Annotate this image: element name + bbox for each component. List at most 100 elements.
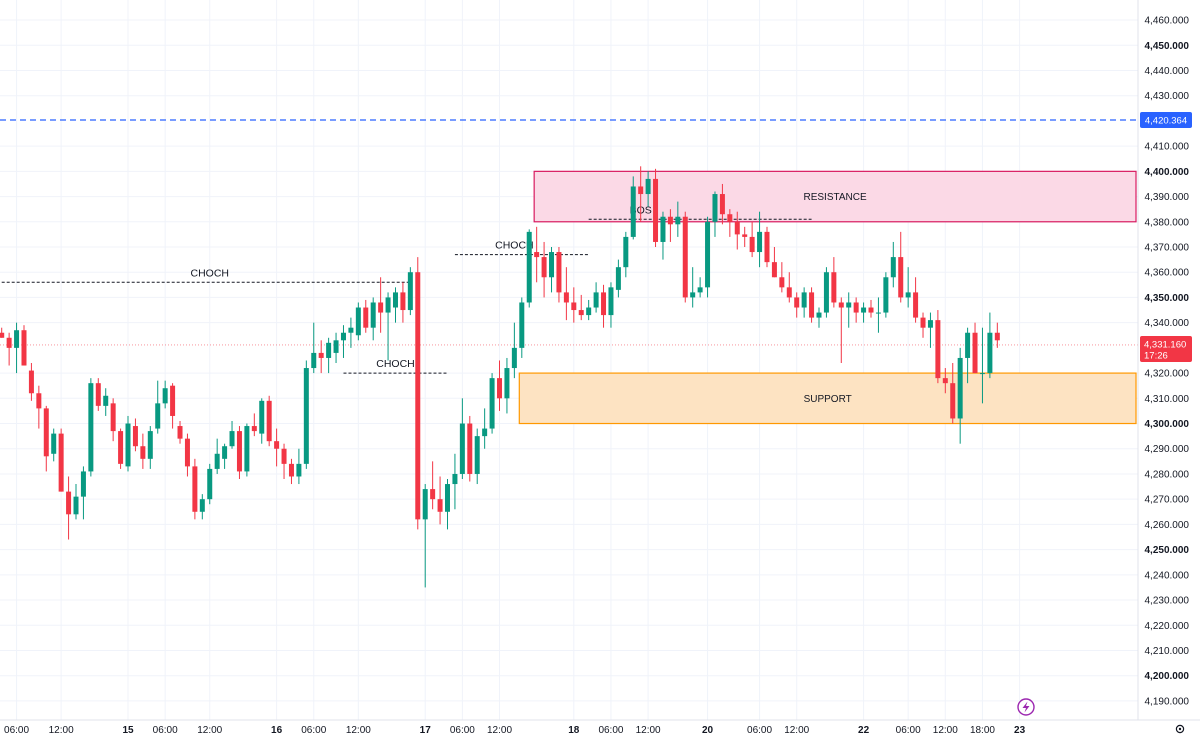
candle-body bbox=[749, 236, 755, 253]
candle bbox=[132, 418, 138, 452]
settings-gear-icon[interactable] bbox=[1175, 724, 1185, 734]
candle-body bbox=[43, 408, 49, 457]
candle bbox=[43, 405, 49, 472]
candle-body bbox=[734, 221, 740, 235]
candle bbox=[875, 297, 881, 333]
candle-body bbox=[519, 302, 525, 348]
candle-body bbox=[244, 426, 250, 472]
candle bbox=[823, 267, 829, 318]
candle bbox=[957, 347, 963, 444]
candle bbox=[318, 340, 324, 374]
candle-body bbox=[110, 403, 116, 432]
candle-body bbox=[965, 332, 971, 358]
candle bbox=[110, 398, 116, 442]
candle-body bbox=[890, 257, 896, 278]
candle bbox=[155, 380, 161, 434]
candle-body bbox=[28, 370, 34, 394]
candle bbox=[541, 241, 547, 298]
candle-body bbox=[445, 484, 450, 512]
choch-1-label: CHOCH bbox=[190, 267, 229, 279]
candle-body bbox=[184, 438, 190, 467]
candle bbox=[170, 383, 176, 429]
candle-body bbox=[51, 433, 57, 454]
candle-body bbox=[0, 332, 5, 338]
candle bbox=[608, 282, 614, 328]
candle-body bbox=[957, 357, 963, 419]
candle bbox=[259, 398, 265, 444]
candle-body bbox=[846, 302, 852, 308]
candle-body bbox=[340, 332, 346, 341]
candle bbox=[0, 327, 5, 338]
x-tick-label: 12:00 bbox=[933, 725, 958, 736]
candle bbox=[474, 428, 480, 485]
candle-body bbox=[207, 468, 213, 500]
candle-body bbox=[103, 395, 109, 406]
candle-body bbox=[482, 428, 488, 437]
candle-body bbox=[593, 292, 599, 308]
candle bbox=[311, 322, 317, 374]
candle bbox=[244, 423, 250, 477]
candle bbox=[333, 332, 339, 363]
candle-body bbox=[73, 496, 79, 515]
y-tick-label: 4,460.000 bbox=[1145, 16, 1190, 27]
candle bbox=[779, 262, 785, 293]
candle-body bbox=[823, 272, 829, 313]
candle bbox=[786, 272, 792, 303]
candle bbox=[340, 325, 346, 358]
candle-body bbox=[14, 330, 20, 348]
candle bbox=[868, 299, 874, 318]
candle bbox=[58, 428, 64, 492]
candle bbox=[645, 171, 651, 207]
y-tick-label: 4,200.000 bbox=[1145, 671, 1190, 682]
y-tick-label: 4,390.000 bbox=[1145, 192, 1190, 203]
candle bbox=[556, 247, 562, 303]
candle bbox=[415, 257, 421, 530]
candle-body bbox=[987, 332, 993, 374]
candle-body bbox=[786, 287, 792, 298]
candle-body bbox=[385, 297, 391, 313]
candle bbox=[861, 302, 867, 323]
candle-body bbox=[697, 287, 703, 293]
support-zone[interactable] bbox=[518, 372, 1137, 425]
candle bbox=[199, 494, 205, 520]
candle bbox=[88, 378, 94, 477]
candle-body bbox=[994, 332, 1000, 341]
candle bbox=[118, 428, 124, 469]
candle-body bbox=[831, 272, 837, 303]
candle bbox=[80, 466, 86, 520]
candle-body bbox=[742, 234, 748, 237]
candle bbox=[378, 277, 384, 333]
candle bbox=[207, 463, 213, 505]
candle-body bbox=[199, 499, 205, 512]
candle bbox=[407, 267, 413, 316]
time-axis[interactable]: 06:00 12:00 15 06:00 12:00 16 06:00 12:00 17 06:0… bbox=[4, 725, 1026, 736]
candle bbox=[452, 453, 458, 510]
y-tick-label: 4,430.000 bbox=[1145, 91, 1190, 102]
candle bbox=[727, 209, 733, 237]
candle-body bbox=[816, 312, 822, 318]
candle-body bbox=[853, 302, 859, 313]
candle bbox=[578, 294, 584, 321]
candle bbox=[21, 325, 27, 366]
candle-body bbox=[88, 383, 94, 472]
lightning-icon[interactable] bbox=[1017, 698, 1035, 716]
price-axis[interactable]: 4,460.000 4,450.000 4,440.000 4,430.000 4,41… bbox=[1145, 16, 1190, 708]
candle bbox=[719, 183, 725, 225]
candle-body bbox=[95, 383, 101, 406]
candle-body bbox=[511, 347, 517, 369]
candle bbox=[838, 297, 844, 363]
candle bbox=[147, 426, 153, 469]
candle-body bbox=[563, 292, 569, 303]
candle-body bbox=[370, 302, 376, 328]
candle-body bbox=[979, 373, 985, 375]
candle bbox=[623, 231, 629, 278]
candle-body bbox=[623, 236, 629, 268]
candle bbox=[764, 226, 770, 268]
candle bbox=[14, 322, 20, 374]
candle bbox=[422, 484, 428, 588]
x-tick-label: 12:00 bbox=[197, 725, 222, 736]
candle bbox=[809, 287, 815, 323]
candle bbox=[816, 307, 822, 328]
candle bbox=[214, 438, 220, 474]
